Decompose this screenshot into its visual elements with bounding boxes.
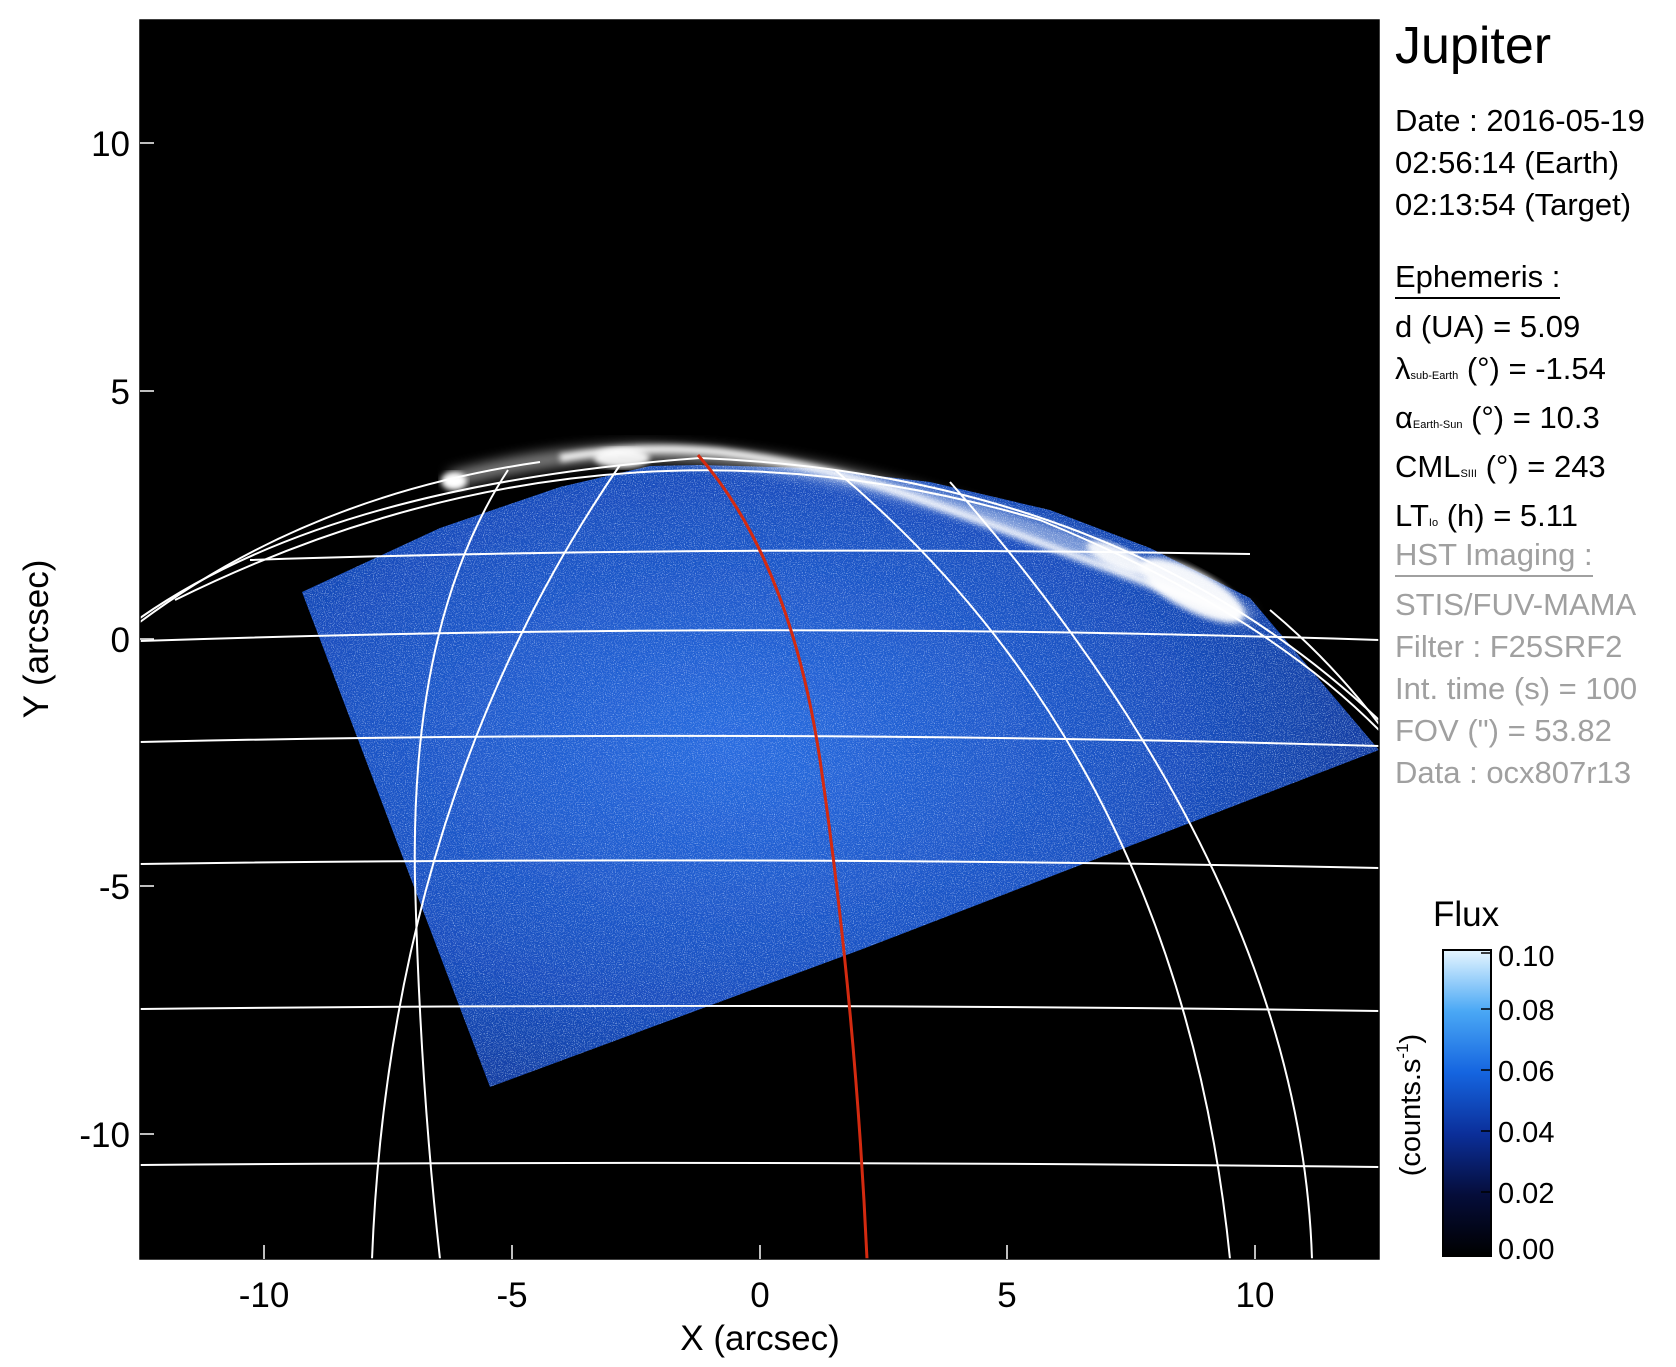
y-tick-label: 5	[111, 373, 130, 412]
colorbar-tick-label: 0.00	[1498, 1234, 1554, 1266]
colorbar-tick-label: 0.04	[1498, 1117, 1554, 1149]
x-tick-label: 10	[1236, 1276, 1275, 1315]
x-tick-label: -10	[239, 1276, 290, 1315]
ephemeris-distance: d (UA) = 5.09	[1395, 309, 1581, 344]
y-tick-label: 10	[91, 125, 130, 164]
instrument-filter: Filter : F25SRF2	[1395, 629, 1623, 664]
observation-info: Date : 2016-05-19 02:56:14 (Earth) 02:13…	[1395, 100, 1645, 226]
ephemeris-cml: CMLSIII (°) = 243	[1395, 449, 1606, 484]
colorbar-tick-label: 0.06	[1498, 1056, 1554, 1088]
colorbar-title: Flux	[1433, 895, 1500, 934]
colorbar-ticks	[1481, 952, 1491, 1254]
instrument-header: HST Imaging :	[1395, 535, 1593, 577]
colorbar-tick-label: 0.02	[1498, 1178, 1554, 1210]
instrument-data-id: Data : ocx807r13	[1395, 755, 1632, 790]
instrument-fov: FOV (") = 53.82	[1395, 713, 1612, 748]
colorbar-tick-label: 0.08	[1498, 995, 1554, 1027]
central-meridian-line	[696, 454, 869, 1259]
y-tick-label: -5	[99, 868, 130, 907]
colorbar	[1442, 949, 1492, 1257]
x-tick-label: 5	[997, 1276, 1016, 1315]
x-tick-label: -5	[496, 1276, 527, 1315]
target-title: Jupiter	[1395, 17, 1552, 75]
x-axis-label: X (arcsec)	[680, 1319, 839, 1358]
ephemeris-info: Ephemeris : d (UA) = 5.09 λsub-Earth (°)…	[1395, 256, 1606, 544]
ephemeris-header: Ephemeris :	[1395, 257, 1561, 299]
axis-ticks	[140, 142, 1256, 1259]
instrument-detector: STIS/FUV-MAMA	[1395, 587, 1637, 622]
y-tick-label: -10	[79, 1116, 130, 1155]
ephemeris-phase-angle: αEarth-Sun (°) = 10.3	[1395, 400, 1600, 435]
y-axis-label: Y (arcsec)	[17, 560, 56, 719]
coordinate-grid	[140, 456, 1379, 1259]
colorbar-tick-label: 0.10	[1498, 941, 1554, 973]
ephemeris-sub-earth-latitude: λsub-Earth (°) = -1.54	[1395, 351, 1606, 386]
ephemeris-io-local-time: LTIo (h) = 5.11	[1395, 498, 1578, 533]
observation-time-earth: 02:56:14 (Earth)	[1395, 145, 1620, 180]
colorbar-unit-label: (counts.s-1)	[1393, 1034, 1427, 1176]
y-tick-label: 0	[111, 621, 130, 660]
observation-date: Date : 2016-05-19	[1395, 103, 1645, 138]
auroral-emission	[441, 443, 1254, 626]
plot-content	[140, 443, 1379, 1259]
observed-disk-region	[302, 465, 1379, 1087]
instrument-info: HST Imaging : STIS/FUV-MAMA Filter : F25…	[1395, 534, 1637, 794]
x-tick-label: 0	[750, 1276, 769, 1315]
observation-time-target: 02:13:54 (Target)	[1395, 187, 1632, 222]
instrument-int-time: Int. time (s) = 100	[1395, 671, 1638, 706]
